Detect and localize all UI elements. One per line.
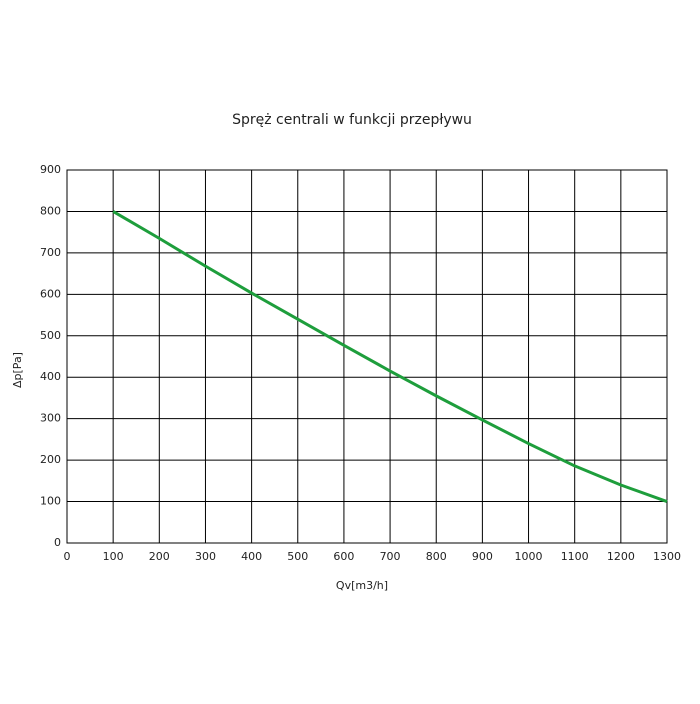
y-axis-label: Δp[Pa] bbox=[11, 352, 24, 388]
y-tick-label: 600 bbox=[40, 287, 61, 300]
y-tick-label: 400 bbox=[40, 370, 61, 383]
x-tick-label: 1100 bbox=[561, 550, 589, 563]
x-tick-label: 900 bbox=[472, 550, 493, 563]
x-tick-label: 1200 bbox=[607, 550, 635, 563]
x-tick-label: 100 bbox=[103, 550, 124, 563]
x-tick-label: 400 bbox=[241, 550, 262, 563]
plot-border bbox=[66, 169, 668, 544]
y-tick-label: 800 bbox=[40, 204, 61, 217]
chart-title: Spręż centrali w funkcji przepływu bbox=[232, 112, 472, 128]
x-axis-label: Qv[m3/h] bbox=[336, 579, 388, 592]
y-tick-label: 900 bbox=[40, 163, 61, 176]
x-tick-label: 200 bbox=[149, 550, 170, 563]
y-tick-label: 500 bbox=[40, 329, 61, 342]
x-tick-label: 500 bbox=[287, 550, 308, 563]
y-tick-label: 0 bbox=[54, 536, 61, 549]
data-line bbox=[112, 210, 668, 503]
x-tick-label: 700 bbox=[380, 550, 401, 563]
x-tick-label: 1300 bbox=[653, 550, 681, 563]
x-tick-label: 0 bbox=[64, 550, 71, 563]
x-tick-label: 1000 bbox=[515, 550, 543, 563]
y-tick-label: 200 bbox=[40, 453, 61, 466]
y-tick-label: 700 bbox=[40, 246, 61, 259]
x-tick-label: 300 bbox=[195, 550, 216, 563]
y-tick-label: 300 bbox=[40, 412, 61, 425]
x-tick-label: 600 bbox=[333, 550, 354, 563]
y-tick-label: 100 bbox=[40, 495, 61, 508]
x-tick-label: 800 bbox=[426, 550, 447, 563]
